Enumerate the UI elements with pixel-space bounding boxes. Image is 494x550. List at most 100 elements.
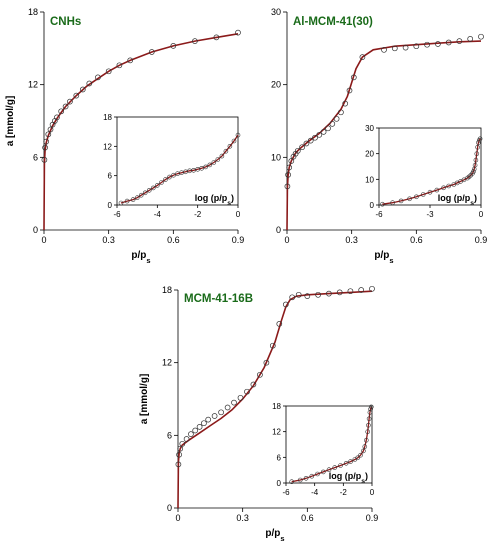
inset-data-point: [147, 188, 152, 193]
inset-x-label: log (p/ps): [438, 193, 477, 207]
inset-frame: [116, 116, 239, 206]
inset-data-point: [366, 422, 371, 428]
data-point: [105, 68, 112, 75]
main-y-tick-label: 12: [28, 80, 38, 90]
fit-curve: [177, 290, 373, 509]
data-point: [177, 445, 184, 452]
inset-data-point: [235, 132, 241, 138]
inset-data-point: [398, 198, 404, 204]
data-point: [325, 125, 331, 132]
data-point: [285, 171, 291, 178]
inset-y-tick-label: 12: [103, 142, 112, 151]
inset-data-point: [441, 185, 446, 191]
inset: -6 -4 -2 0 0 6 12 18 log (p/ps): [272, 402, 375, 497]
inset-data-point: [320, 469, 326, 475]
data-point: [445, 39, 452, 46]
data-point: [86, 80, 93, 87]
data-point: [231, 399, 237, 406]
main-x-tick-label: 0.3: [102, 235, 115, 245]
inset-data-point: [203, 164, 208, 170]
data-point: [192, 427, 199, 434]
inset-data-point: [303, 475, 309, 481]
inset-data-point: [434, 187, 440, 193]
inset-data-point: [473, 157, 479, 163]
inset: -6 -4 -2 0 0 6 12 18 log (p/ps): [103, 113, 241, 219]
inset-x-tick-label: -4: [311, 488, 319, 497]
inset-data-point: [223, 148, 229, 154]
inset-x-tick-label: -2: [194, 210, 202, 219]
inset-data-point: [118, 200, 124, 206]
data-point: [257, 371, 263, 378]
inset-y-tick-label: 12: [272, 428, 281, 437]
data-point: [295, 291, 302, 298]
main-y-tick-label: 12: [162, 358, 172, 368]
data-point: [62, 103, 69, 110]
data-point: [148, 49, 155, 55]
data-point: [413, 43, 420, 50]
x-axis-label: p/ps: [374, 250, 393, 265]
inset-data-point: [171, 172, 176, 178]
data-point: [58, 108, 65, 115]
data-point: [188, 431, 194, 437]
data-point: [250, 381, 257, 388]
inset-y-tick-label: 10: [365, 175, 374, 184]
data-point: [276, 321, 283, 327]
data-point: [307, 137, 314, 144]
data-point: [176, 451, 182, 458]
inset-data-point: [475, 145, 480, 150]
data-point: [402, 44, 409, 51]
main-y-tick-label: 0: [276, 225, 281, 235]
data-point: [391, 45, 398, 52]
main-y-tick-label: 6: [33, 152, 38, 162]
data-point: [192, 38, 198, 44]
data-point: [42, 144, 48, 151]
inset-data-point: [362, 444, 368, 449]
data-point: [435, 41, 441, 47]
inset-data-point: [142, 190, 148, 196]
data-point: [116, 62, 123, 69]
inset-x-tick-label: 0: [236, 210, 241, 219]
main-x-tick-label: 0.6: [167, 235, 180, 245]
inset-x-tick-label: 0: [370, 488, 375, 497]
inset-data-point: [380, 201, 385, 207]
inset-x-tick-label: 0: [479, 210, 484, 219]
y-axis-label: a [mmol/g]: [5, 96, 16, 147]
data-point: [284, 183, 291, 190]
panel-title: CNHs: [50, 16, 81, 28]
data-point: [127, 57, 134, 64]
inset-y-tick-label: 18: [272, 402, 281, 411]
inset-data-point: [231, 138, 237, 144]
inset-data-point: [472, 162, 478, 168]
data-point: [41, 156, 48, 163]
main-y-tick-label: 20: [271, 80, 281, 90]
data-point: [326, 290, 332, 297]
inset-fit-curve: [120, 134, 239, 204]
data-point: [369, 285, 375, 292]
main-x-tick-label: 0.9: [475, 235, 488, 245]
data-point: [288, 158, 295, 164]
panel-title: Al-MCM-41(30): [293, 16, 373, 28]
main-x-tick-label: 0.3: [345, 235, 358, 245]
data-point: [347, 288, 354, 295]
data-point: [175, 461, 182, 468]
data-point: [289, 294, 296, 301]
data-point: [45, 131, 52, 138]
data-point: [467, 36, 474, 42]
panel-title: MCM-41-16B: [184, 293, 253, 305]
x-axis-label: p/ps: [131, 250, 150, 265]
data-point: [290, 153, 297, 160]
inset-x-tick-label: -3: [426, 210, 434, 219]
inset-data-point: [427, 189, 433, 195]
data-point: [224, 404, 231, 411]
inset-data-point: [167, 174, 172, 180]
data-point: [47, 126, 54, 133]
data-point: [312, 134, 318, 141]
inset-x-tick-label: -4: [154, 210, 162, 219]
data-point: [54, 114, 60, 121]
inset-y-tick-label: 20: [365, 150, 374, 159]
data-point: [336, 289, 343, 296]
inset-data-point: [355, 455, 361, 461]
panel-3: 0 0.3 0.6 0.9 0 6 12 18 MCM-41-16B p/ps a [mmol/g]…: [139, 285, 378, 543]
inset-data-point: [343, 460, 349, 466]
